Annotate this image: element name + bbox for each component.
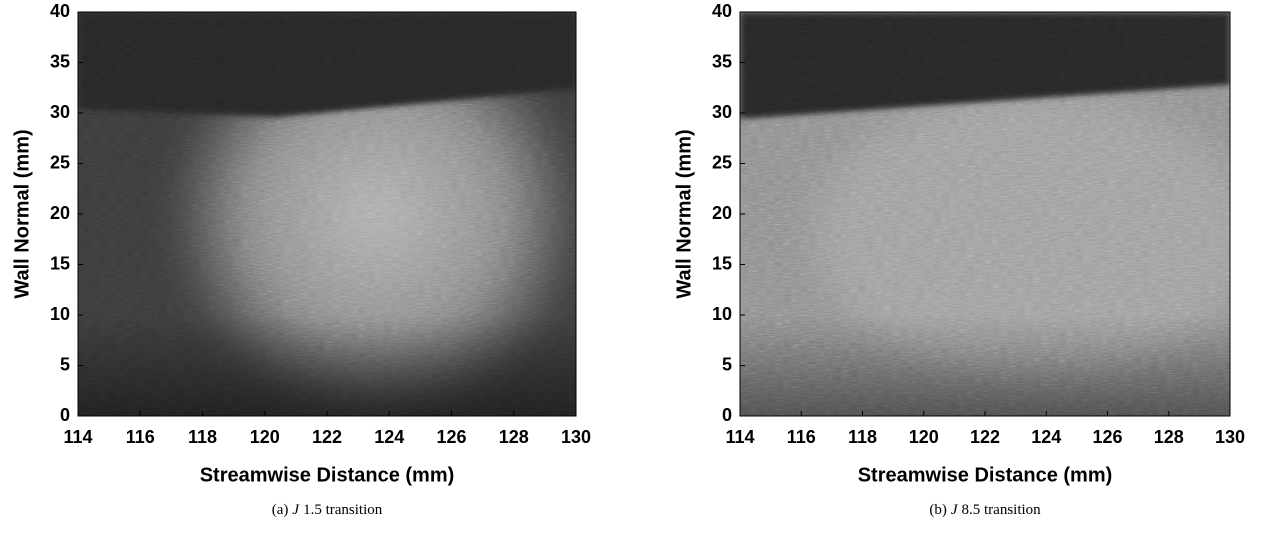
y-tick-label: 25 bbox=[712, 152, 732, 172]
caption-symbol: J bbox=[951, 502, 959, 518]
x-tick-label: 122 bbox=[970, 427, 1000, 447]
x-tick-label: 122 bbox=[312, 427, 342, 447]
caption-symbol: J bbox=[292, 502, 300, 518]
image-texture bbox=[78, 12, 576, 416]
y-tick-label: 25 bbox=[50, 152, 70, 172]
x-axis-label: Streamwise Distance (mm) bbox=[858, 464, 1113, 486]
x-tick-label: 126 bbox=[1092, 427, 1122, 447]
y-tick-label: 10 bbox=[50, 304, 70, 324]
x-tick-label: 124 bbox=[374, 427, 404, 447]
y-tick-label: 30 bbox=[712, 102, 732, 122]
y-tick-label: 5 bbox=[722, 354, 732, 374]
x-tick-label: 130 bbox=[561, 427, 591, 447]
panel: 114 116 118 120 122 124 126 128 130 0 5 10 15 20 25 30 3… bbox=[11, 1, 591, 519]
y-tick-label: 10 bbox=[712, 304, 732, 324]
y-axis-label: Wall Normal (mm) bbox=[673, 129, 695, 298]
y-tick-label: 40 bbox=[712, 1, 732, 21]
y-tick-label: 0 bbox=[722, 405, 732, 425]
x-tick-label: 114 bbox=[63, 427, 92, 447]
caption-text: 1.5 transition bbox=[303, 502, 383, 518]
caption: (b) J 8.5 transition bbox=[929, 502, 1041, 518]
x-tick-label: 124 bbox=[1031, 427, 1061, 447]
y-tick-label: 35 bbox=[712, 51, 732, 71]
x-axis-label: Streamwise Distance (mm) bbox=[200, 464, 455, 486]
y-tick-label: 40 bbox=[50, 1, 70, 21]
x-tick-label: 128 bbox=[499, 427, 529, 447]
caption-text: 8.5 transition bbox=[962, 502, 1042, 518]
x-tick-label: 116 bbox=[126, 427, 155, 447]
caption-label: (a) bbox=[272, 502, 289, 518]
x-tick-label: 128 bbox=[1154, 427, 1184, 447]
caption-label: (b) bbox=[929, 502, 947, 518]
x-tick-label: 126 bbox=[436, 427, 466, 447]
x-tick-label: 114 bbox=[725, 427, 754, 447]
x-tick-label: 130 bbox=[1215, 427, 1245, 447]
x-tick-label: 120 bbox=[909, 427, 939, 447]
x-tick-label: 118 bbox=[848, 427, 877, 447]
x-tick-label: 118 bbox=[188, 427, 217, 447]
image bbox=[740, 12, 1230, 416]
image bbox=[78, 12, 576, 416]
y-axis-label: Wall Normal (mm) bbox=[11, 129, 33, 298]
y-tick-label: 0 bbox=[60, 405, 70, 425]
panel: 114 116 118 120 122 124 126 128 130 0 5 10 15 20 25 30 3… bbox=[673, 1, 1245, 519]
x-tick-label: 116 bbox=[787, 427, 816, 447]
y-tick-label: 5 bbox=[60, 354, 70, 374]
y-tick-label: 20 bbox=[712, 203, 732, 223]
image-texture bbox=[740, 12, 1230, 416]
x-tick-label: 120 bbox=[250, 427, 280, 447]
y-tick-label: 15 bbox=[712, 253, 732, 273]
y-tick-label: 20 bbox=[50, 203, 70, 223]
y-tick-label: 35 bbox=[50, 51, 70, 71]
y-tick-label: 30 bbox=[50, 102, 70, 122]
caption: (a) J 1.5 transition bbox=[272, 502, 383, 518]
y-tick-label: 15 bbox=[50, 253, 70, 273]
